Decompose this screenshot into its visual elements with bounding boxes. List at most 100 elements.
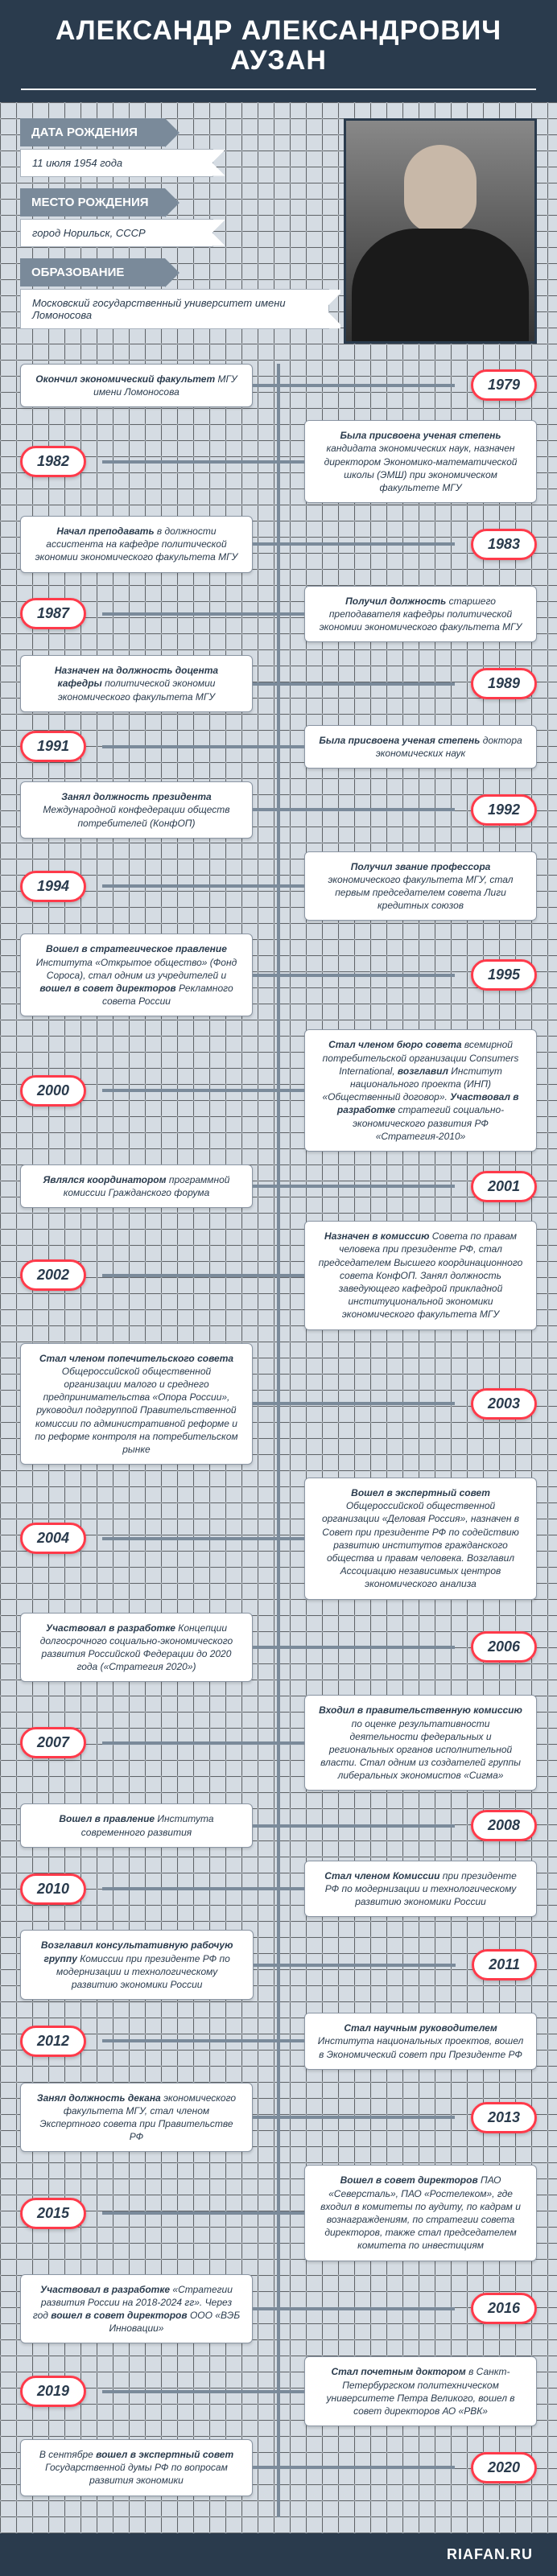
info-value: город Норильск, СССР xyxy=(20,219,213,247)
event-connector xyxy=(102,460,304,464)
event-year: 2001 xyxy=(471,1171,537,1202)
timeline-event: Участвовал в разработке Концепции долгос… xyxy=(20,1613,537,1683)
timeline-event: Стал почетным доктором в Санкт-Петербург… xyxy=(20,2356,537,2426)
event-year: 2011 xyxy=(472,1949,537,1980)
event-text: Окончил экономический факультет МГУ имен… xyxy=(20,364,253,407)
event-text: Возглавил консультативную рабочую группу… xyxy=(20,1930,254,2000)
event-connector xyxy=(102,1089,304,1092)
event-connector xyxy=(253,1402,455,1405)
event-year: 2008 xyxy=(471,1810,537,1841)
timeline-event: Стал членом бюро совета всемирной потреб… xyxy=(20,1029,537,1152)
timeline-event: В сентябре вошел в экспертный совет Госу… xyxy=(20,2439,537,2496)
event-text: В сентябре вошел в экспертный совет Госу… xyxy=(20,2439,253,2496)
event-text: Стал научным руководителем Института нац… xyxy=(304,2013,537,2070)
info-block: ОБРАЗОВАНИЕ Московский государственный ун… xyxy=(20,258,329,329)
timeline-event: Являлся координатором программной комисс… xyxy=(20,1164,537,1208)
timeline-event: Занял должность президента Международной… xyxy=(20,781,537,839)
info-block: МЕСТО РОЖДЕНИЯгород Норильск, СССР xyxy=(20,188,329,247)
event-year: 1992 xyxy=(471,794,537,826)
event-text: Начал преподавать в должности ассистента… xyxy=(20,516,253,573)
event-connector xyxy=(102,612,304,616)
event-connector xyxy=(102,745,304,748)
event-year: 2003 xyxy=(471,1388,537,1420)
event-text: Стал членом попечительского совета Общер… xyxy=(20,1343,253,1465)
event-text: Участвовал в разработке «Стратегии разви… xyxy=(20,2274,253,2344)
event-text: Вошел в экспертный совет Общероссийской … xyxy=(304,1478,537,1600)
timeline-event: Окончил экономический факультет МГУ имен… xyxy=(20,364,537,407)
event-text: Стал членом Комиссии при президенте РФ п… xyxy=(304,1861,537,1918)
event-year: 1983 xyxy=(471,529,537,560)
info-value: 11 июля 1954 года xyxy=(20,149,213,177)
event-connector xyxy=(253,1824,455,1828)
event-text: Занял должность президента Международной… xyxy=(20,781,253,839)
event-connector xyxy=(253,2116,455,2119)
event-year: 2004 xyxy=(20,1523,86,1554)
source-label: RIAFAN.RU xyxy=(447,2546,533,2562)
event-connector xyxy=(102,2039,304,2042)
event-year: 2010 xyxy=(20,1873,86,1905)
event-connector xyxy=(102,1274,304,1277)
timeline-event: Участвовал в разработке «Стратегии разви… xyxy=(20,2274,537,2344)
footer: RIAFAN.RU xyxy=(0,2533,557,2576)
event-text: Участвовал в разработке Концепции долгос… xyxy=(20,1613,253,1683)
content-area: ДАТА РОЖДЕНИЯ 11 июля 1954 года МЕСТО РОЖД… xyxy=(0,102,557,2533)
timeline-event: Назначен в комиссию Совета по правам чел… xyxy=(20,1221,537,1329)
event-text: Вошел в правление Института современного… xyxy=(20,1803,253,1847)
timeline-event: Получил должность старшего преподавателя… xyxy=(20,586,537,643)
event-text: Получил должность старшего преподавателя… xyxy=(304,586,537,643)
timeline-event: Получил звание профессора экономического… xyxy=(20,851,537,921)
portrait-photo xyxy=(344,118,537,344)
event-year: 2007 xyxy=(20,1727,86,1758)
timeline-event: Начал преподавать в должности ассистента… xyxy=(20,516,537,573)
event-text: Вошел в стратегическое правление Институ… xyxy=(20,934,253,1016)
timeline: Окончил экономический факультет МГУ имен… xyxy=(20,364,537,2517)
page-title: АЛЕКСАНДР АЛЕКСАНДРОВИЧ АУЗАН xyxy=(8,16,549,76)
event-year: 2020 xyxy=(471,2452,537,2483)
info-label: ДАТА РОЖДЕНИЯ xyxy=(20,118,165,146)
event-text: Была присвоена ученая степень кандидата … xyxy=(304,420,537,503)
event-connector xyxy=(254,1964,456,1967)
event-year: 1991 xyxy=(20,731,86,762)
event-year: 1989 xyxy=(471,668,537,699)
event-text: Назначен на должность доцента кафедры по… xyxy=(20,655,253,712)
event-year: 2015 xyxy=(20,2198,86,2229)
timeline-event: Была присвоена ученая степень доктора эк… xyxy=(20,725,537,769)
event-year: 1987 xyxy=(20,598,86,629)
event-year: 2019 xyxy=(20,2376,86,2407)
event-year: 1982 xyxy=(20,446,86,477)
info-value: Московский государственный университет и… xyxy=(20,289,329,329)
event-connector xyxy=(253,1646,455,1649)
event-connector xyxy=(253,974,455,977)
timeline-event: Назначен на должность доцента кафедры по… xyxy=(20,655,537,712)
event-connector xyxy=(102,1887,304,1890)
timeline-event: Вошел в стратегическое правление Институ… xyxy=(20,934,537,1016)
event-connector xyxy=(253,2466,455,2469)
event-connector xyxy=(102,1741,304,1745)
timeline-event: Вошел в правление Института современного… xyxy=(20,1803,537,1847)
event-connector xyxy=(102,1537,304,1540)
timeline-event: Возглавил консультативную рабочую группу… xyxy=(20,1930,537,2000)
event-text: Входил в правительственную комиссию по о… xyxy=(304,1695,537,1791)
timeline-event: Стал членом Комиссии при президенте РФ п… xyxy=(20,1861,537,1918)
timeline-event: Была присвоена ученая степень кандидата … xyxy=(20,420,537,503)
event-text: Была присвоена ученая степень доктора эк… xyxy=(304,725,537,769)
event-text: Назначен в комиссию Совета по правам чел… xyxy=(304,1221,537,1329)
info-block: ДАТА РОЖДЕНИЯ 11 июля 1954 года xyxy=(20,118,329,177)
timeline-event: Занял должность декана экономического фа… xyxy=(20,2083,537,2153)
event-text: Получил звание профессора экономического… xyxy=(304,851,537,921)
event-connector xyxy=(253,384,455,387)
info-blocks: ДАТА РОЖДЕНИЯ 11 июля 1954 года МЕСТО РОЖД… xyxy=(20,118,329,344)
timeline-event: Стал научным руководителем Института нац… xyxy=(20,2013,537,2070)
timeline-event: Вошел в экспертный совет Общероссийской … xyxy=(20,1478,537,1600)
event-year: 2013 xyxy=(471,2102,537,2133)
event-connector xyxy=(253,682,455,686)
event-year: 1979 xyxy=(471,369,537,401)
top-section: ДАТА РОЖДЕНИЯ 11 июля 1954 года МЕСТО РОЖД… xyxy=(20,118,537,344)
event-connector xyxy=(102,2390,304,2393)
event-year: 2000 xyxy=(20,1075,86,1107)
event-year: 1994 xyxy=(20,871,86,902)
event-year: 1995 xyxy=(471,959,537,991)
info-label: ОБРАЗОВАНИЕ xyxy=(20,258,165,286)
event-year: 2016 xyxy=(471,2293,537,2324)
event-connector xyxy=(102,884,304,888)
